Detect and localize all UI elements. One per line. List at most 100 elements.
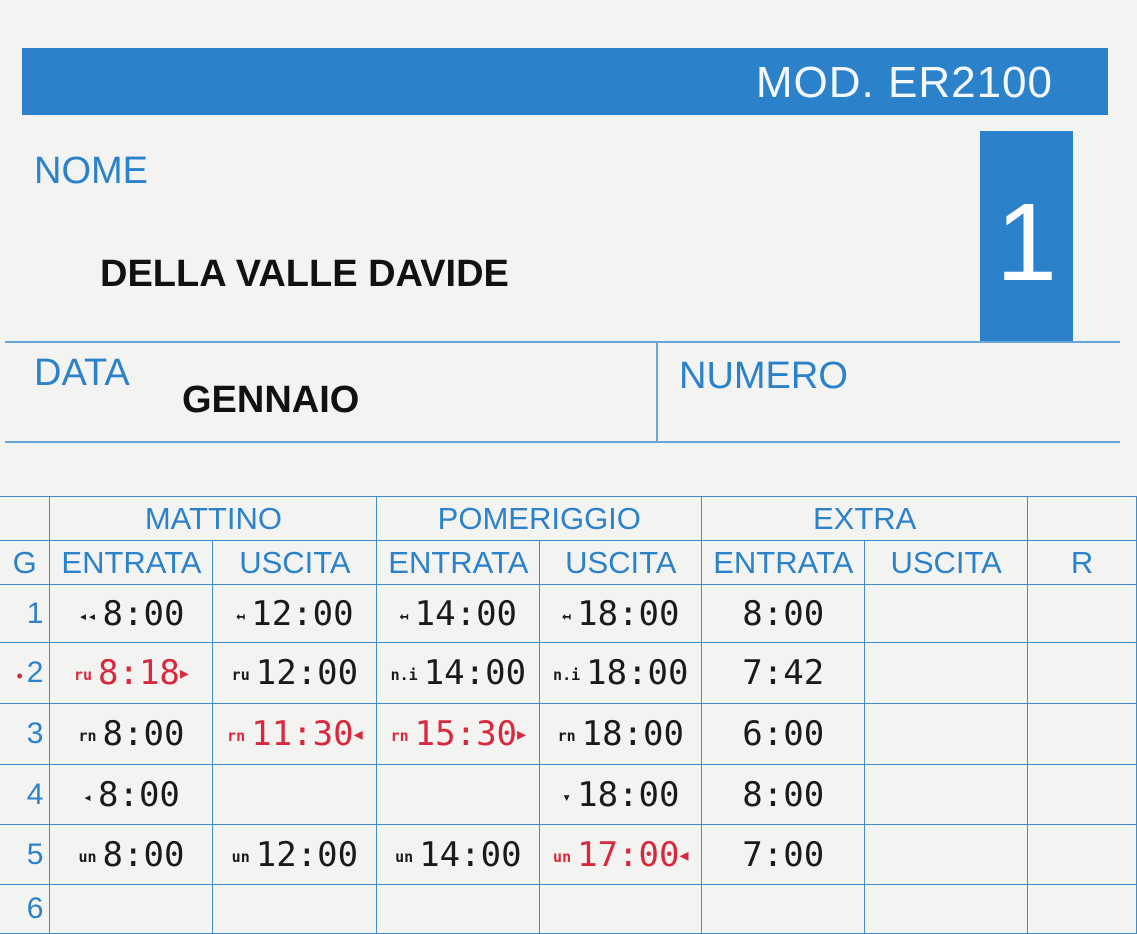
day-cell: 6 <box>0 884 51 934</box>
stamped-time: 8:00 <box>102 834 185 875</box>
time-cell <box>701 884 866 934</box>
time-cell <box>376 764 541 825</box>
column-header-row: G ENTRATA USCITA ENTRATA USCITA ENTRATA … <box>0 540 1137 585</box>
time-cell: ↤ 12:00 <box>212 584 378 643</box>
day-stamp-code: un <box>231 847 250 866</box>
stamped-time: 18:00 <box>577 774 680 815</box>
time-cell: ▾ 18:00 <box>539 764 703 825</box>
stamped-time: 6:00 <box>742 714 825 754</box>
day-stamp-code: n.i <box>390 666 418 684</box>
stamped-time: 12:00 <box>251 593 354 634</box>
col-uscita: USCITA <box>539 540 703 585</box>
time-cell: un 12:00 <box>212 824 378 885</box>
stamped-time: 12:00 <box>255 653 359 693</box>
col-r: R <box>1027 540 1137 585</box>
day-number: 2 <box>26 656 44 689</box>
table-row: 1 ◂◂ 8:00 ↤ 12:00 ↤ 14:00 ↤ 18:00 8:00 <box>0 584 1137 643</box>
col-entrata: ENTRATA <box>701 540 866 585</box>
blank-cell <box>1027 496 1137 541</box>
time-cell <box>1027 824 1137 885</box>
date-value: GENNAIO <box>182 379 360 421</box>
stamped-time: 8:00 <box>102 593 185 634</box>
row-marker-dot: • <box>16 666 23 686</box>
divider <box>5 341 1120 343</box>
name-value: DELLA VALLE DAVIDE <box>100 253 509 295</box>
time-cell: rn 11:30◂ <box>212 703 378 765</box>
day-stamp-code: rn <box>390 727 409 745</box>
stamped-time: 14:00 <box>414 593 518 634</box>
divider <box>5 441 1120 443</box>
time-cell: ◂ 8:00 <box>49 764 214 825</box>
time-cell: ru 8:18▸ <box>49 642 214 704</box>
col-entrata: ENTRATA <box>376 540 541 585</box>
stamped-time: 15:30 <box>414 714 518 754</box>
time-cell <box>864 584 1029 643</box>
irregular-mark-icon: ▸ <box>179 663 189 683</box>
time-cell <box>864 824 1029 885</box>
day-cell: • 2 <box>0 642 51 704</box>
day-cell: 1 <box>0 584 51 643</box>
stamped-time: 7:00 <box>742 834 825 875</box>
day-number: 4 <box>26 777 44 811</box>
day-stamp-code: rn <box>227 727 246 745</box>
day-cell: 4 <box>0 764 51 825</box>
stamped-time: 14:00 <box>423 653 527 693</box>
day-stamp-code: ↤ <box>562 606 572 625</box>
irregular-mark-icon: ▸ <box>517 724 527 744</box>
day-stamp-code: ↤ <box>236 606 246 625</box>
stamped-time: 17:00 <box>577 834 680 875</box>
col-g: G <box>0 540 51 585</box>
time-cell <box>539 884 703 934</box>
divider <box>656 342 658 442</box>
col-uscita: USCITA <box>212 540 378 585</box>
time-cell <box>1027 642 1137 704</box>
table-row: 3 rn 8:00 rn 11:30◂ rn 15:30▸ rn 18:00 6:00 <box>0 703 1137 765</box>
time-cell <box>49 884 214 934</box>
time-cell <box>376 884 541 934</box>
time-cell <box>1027 884 1137 934</box>
group-header-row: MATTINO POMERIGGIO EXTRA <box>0 496 1137 541</box>
stamped-time: 14:00 <box>419 834 522 875</box>
day-number: 5 <box>26 837 44 871</box>
stamped-time: 18:00 <box>581 714 684 754</box>
time-cell <box>864 642 1029 704</box>
day-cell: 5 <box>0 824 51 885</box>
time-cell: 8:00 <box>701 584 866 643</box>
day-cell: 3 <box>0 703 51 765</box>
model-code: MOD. ER2100 <box>755 58 1053 107</box>
group-pomeriggio: POMERIGGIO <box>376 496 703 541</box>
day-number: 1 <box>26 596 44 630</box>
time-cell: 6:00 <box>701 703 866 765</box>
group-mattino: MATTINO <box>49 496 378 541</box>
day-number: 3 <box>26 717 44 750</box>
time-cell <box>864 884 1029 934</box>
stamped-time: 8:00 <box>102 714 185 754</box>
number-label: NUMERO <box>679 355 848 397</box>
stamped-time: 11:30 <box>251 714 354 754</box>
time-cell: n.i 14:00 <box>376 642 541 704</box>
time-cell: ↤ 18:00 <box>539 584 703 643</box>
time-cell: un 17:00◂ <box>539 824 703 885</box>
day-stamp-code: ◂ <box>82 787 93 806</box>
table-row: • 2 ru 8:18▸ ru 12:00 n.i 14:00 n.i 18:00 7:42 <box>0 642 1137 704</box>
time-cell: un 8:00 <box>49 824 214 885</box>
time-cell <box>864 703 1029 765</box>
day-stamp-code: ▾ <box>562 787 572 806</box>
day-stamp-code: ◂◂ <box>78 606 97 625</box>
irregular-mark-icon: ◂ <box>679 844 689 865</box>
day-stamp-code: ru <box>231 666 250 684</box>
day-number: 6 <box>26 892 44 925</box>
table-row: 6 <box>0 884 1137 934</box>
time-cell <box>212 764 378 825</box>
time-cell <box>1027 703 1137 765</box>
time-cell <box>1027 584 1137 643</box>
time-cell <box>1027 764 1137 825</box>
time-cell: 7:00 <box>701 824 866 885</box>
time-cell: ◂◂ 8:00 <box>49 584 214 643</box>
stamped-time: 12:00 <box>255 834 359 875</box>
time-cell: n.i 18:00 <box>539 642 703 704</box>
timecard-table: MATTINO POMERIGGIO EXTRA G ENTRATA USCIT… <box>0 496 1137 934</box>
day-stamp-code: ↤ <box>399 606 409 625</box>
time-cell: 8:00 <box>701 764 866 825</box>
day-stamp-code: un <box>78 847 97 866</box>
